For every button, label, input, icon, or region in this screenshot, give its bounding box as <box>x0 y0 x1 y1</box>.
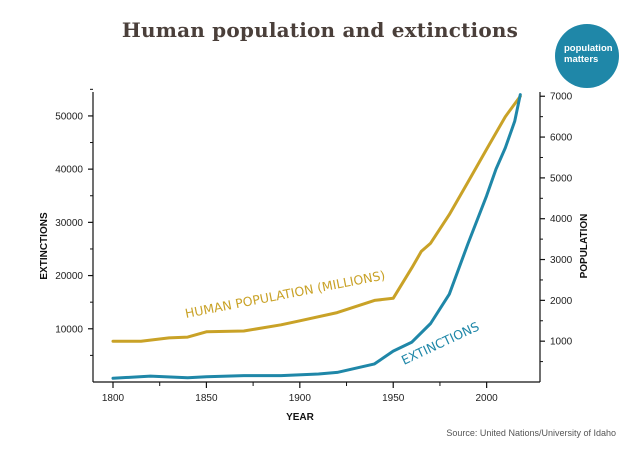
left-y-tick-label: 20000 <box>55 271 83 282</box>
axes-layer <box>92 92 541 383</box>
source-note: Source: United Nations/University of Ida… <box>446 428 616 438</box>
left-y-tick-label: 10000 <box>55 324 83 335</box>
population-line <box>111 94 522 343</box>
population-matters-logo[interactable]: population matters <box>555 24 619 88</box>
right-y-tick-label: 3000 <box>550 255 573 266</box>
logo-line-1: population <box>564 43 613 54</box>
right-y-tick-label: 7000 <box>550 92 573 103</box>
right-y-tick-label: 5000 <box>550 173 573 184</box>
population-series-label: HUMAN POPULATION (MILLIONS) <box>184 267 387 321</box>
extinctions-line <box>111 93 522 380</box>
logo-line-2: matters <box>564 54 599 65</box>
x-tick-label: 1950 <box>382 393 405 404</box>
right-y-tick-label: 2000 <box>550 296 573 307</box>
x-tick-label: 2000 <box>476 393 499 404</box>
x-tick-label: 1800 <box>102 393 125 404</box>
left-y-tick-label: 40000 <box>55 165 83 176</box>
left-y-tick-label: 50000 <box>55 111 83 122</box>
left-axis-title: EXTINCTIONS <box>39 212 50 280</box>
right-y-tick-label: 4000 <box>550 214 573 225</box>
x-axis-title: YEAR <box>286 412 315 423</box>
x-tick-label: 1850 <box>195 393 218 404</box>
right-y-tick-label: 1000 <box>550 337 573 348</box>
chart-title: Human population and extinctions <box>121 18 519 42</box>
left-y-tick-label: 30000 <box>55 218 83 229</box>
right-axis-title: POPULATION <box>579 214 590 279</box>
ticks-layer: 1800 1850 1900 1950 2000 10000 20000 30000 40000… <box>55 88 573 404</box>
series-layer <box>111 93 522 380</box>
right-y-tick-label: 6000 <box>550 133 573 144</box>
x-tick-label: 1900 <box>289 393 312 404</box>
